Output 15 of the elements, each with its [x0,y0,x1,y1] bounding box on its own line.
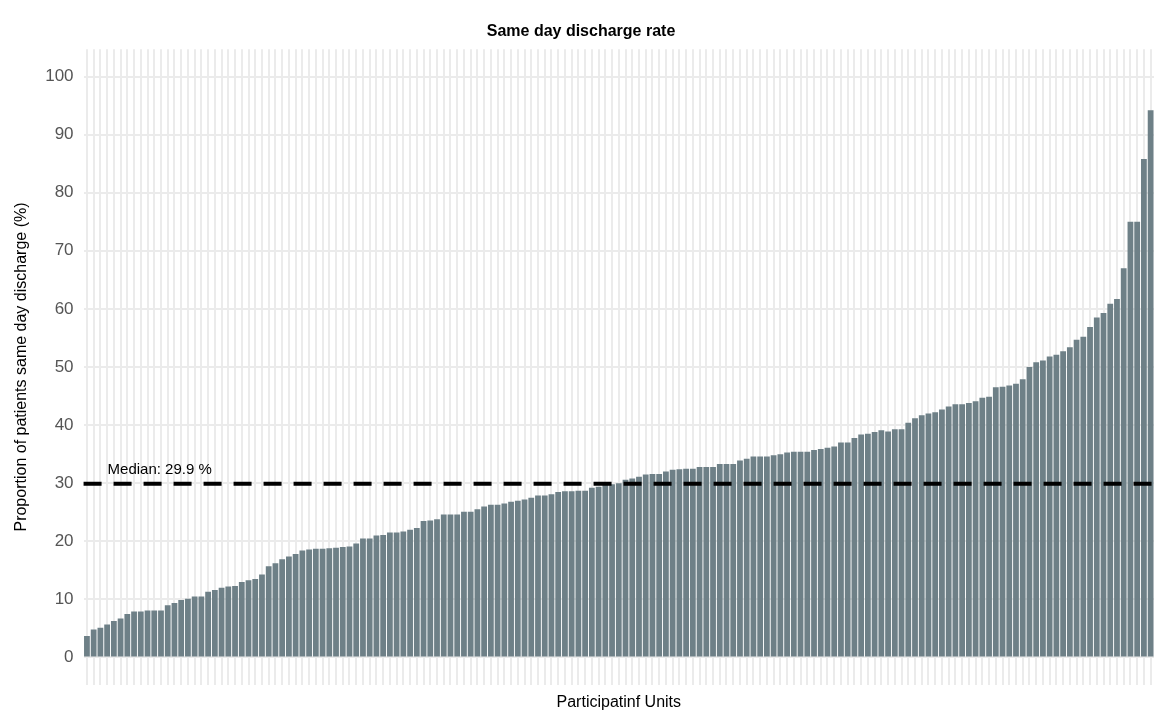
y-tick-label: 60 [54,298,74,318]
y-tick-label: 80 [54,182,74,202]
y-tick-label: 40 [54,414,74,434]
y-tick-label: 70 [54,240,74,260]
y-tick-label: 10 [54,589,74,609]
y-tick-label: 50 [54,356,74,376]
chart-title: Same day discharge rate [486,22,676,40]
y-tick-label: 90 [54,124,74,144]
y-tick-label: 100 [45,66,74,86]
ref-line-label: Median: 29.9 % [107,460,212,478]
y-tick-label: 20 [54,530,74,550]
y-tick-label: 0 [64,647,74,667]
y-tick-label: 30 [54,472,74,492]
y-axis-title: Proportion of patients same day discharge (%) [12,202,30,532]
x-axis-title: Participatinf Units [556,692,682,710]
